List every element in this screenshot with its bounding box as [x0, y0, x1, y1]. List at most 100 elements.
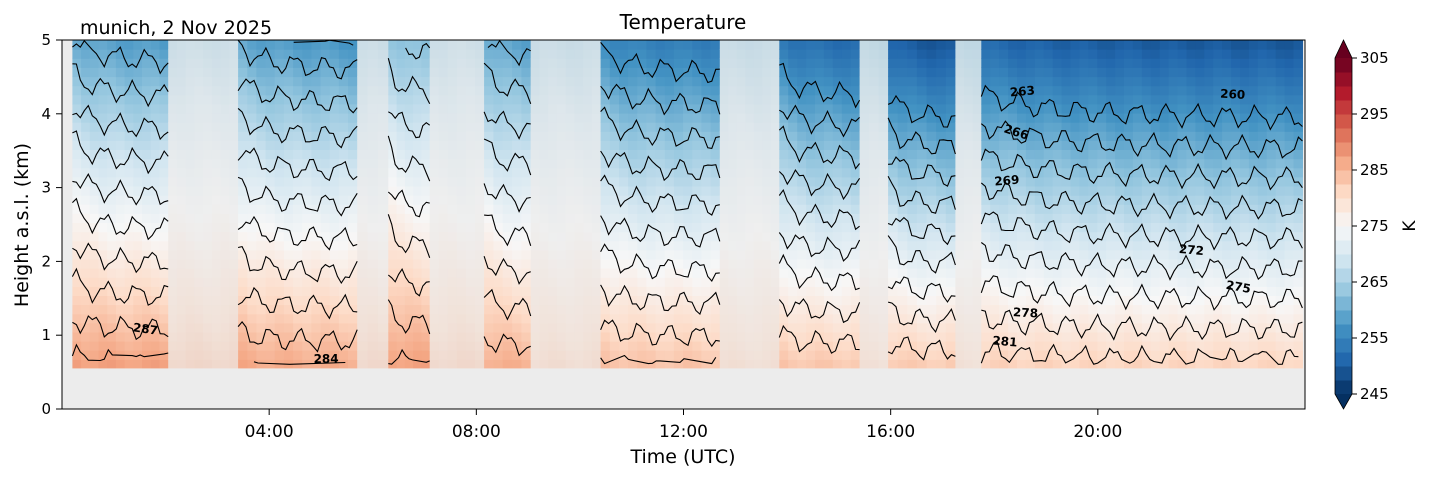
- x-tick-label: 12:00: [659, 422, 708, 442]
- y-tick-label: 4: [41, 105, 51, 123]
- x-axis-ticks: 04:00 08:00 12:00 16:00 20:00: [245, 409, 1122, 442]
- contour-line-275: [600, 243, 720, 282]
- colorbar-band: [1335, 212, 1352, 227]
- colorbar-tick-label: 275: [1360, 217, 1389, 235]
- contour-line-275: [72, 197, 169, 241]
- x-tick-label: 08:00: [452, 422, 501, 442]
- location-date-label: munich, 2 Nov 2025: [80, 17, 272, 39]
- contour-line-272: [778, 232, 861, 262]
- contour-line-260: [72, 40, 169, 75]
- colorbar-band: [1335, 380, 1352, 395]
- colorbar-band: [1335, 338, 1352, 353]
- contour-line-278: [981, 309, 1303, 342]
- contour-label-278: 278: [1013, 305, 1039, 320]
- contour-line-275: [778, 253, 860, 292]
- contour-line-266: [483, 110, 531, 140]
- contour-line-281: [778, 324, 860, 354]
- contour-line-284: [72, 315, 169, 341]
- colorbar-band: [1335, 366, 1352, 381]
- contour-line-269: [388, 111, 431, 139]
- contour-label-272: 272: [1178, 242, 1204, 258]
- temperature-field: [72, 40, 1303, 369]
- contour-line-263: [237, 78, 358, 114]
- contour-line-284: [387, 299, 431, 335]
- colorbar-band: [1335, 86, 1352, 101]
- contour-line-266: [887, 176, 956, 214]
- contour-line-269: [778, 188, 860, 231]
- contour-line-260: [980, 120, 1303, 161]
- colorbar-band: [1335, 114, 1352, 129]
- colorbar-tick-label: 255: [1360, 329, 1389, 347]
- x-axis-label: Time (UTC): [629, 446, 735, 468]
- field-segment: [429, 40, 485, 369]
- colorbar-band: [1335, 226, 1352, 241]
- contour-line-260: [487, 40, 531, 67]
- contour-line-275: [887, 276, 956, 303]
- contour-line-263: [72, 63, 169, 108]
- contour-line-263: [778, 125, 861, 170]
- colorbar-band: [1335, 128, 1352, 143]
- contour-lines: [71, 40, 1303, 365]
- contour-line-284: [600, 354, 717, 365]
- colorbar-band: [1335, 100, 1352, 115]
- contour-line-278: [600, 284, 721, 316]
- contour-label-287: 287: [132, 320, 159, 337]
- field-segment: [719, 40, 780, 369]
- field-segment: [888, 40, 956, 369]
- contour-line-269: [887, 216, 956, 246]
- contour-line-260: [887, 117, 956, 155]
- contour-line-278: [237, 245, 358, 285]
- x-tick-label: 20:00: [1073, 422, 1122, 442]
- contour-label-281: 281: [992, 333, 1018, 349]
- colorbar-tick-label: 245: [1360, 385, 1389, 403]
- chart-title: Temperature: [619, 10, 747, 34]
- field-segment: [168, 40, 239, 369]
- field-segment: [779, 40, 861, 369]
- y-tick-label: 1: [41, 326, 51, 344]
- colorbar-tick-label: 265: [1360, 273, 1389, 291]
- colorbar-extend-min: [1335, 394, 1352, 409]
- colorbar-extend-max: [1335, 40, 1352, 58]
- colorbar-band: [1335, 198, 1352, 213]
- contour-line-275: [484, 214, 532, 247]
- field-segment: [388, 40, 431, 369]
- contour-line-260: [237, 40, 358, 80]
- contour-line-275: [980, 275, 1303, 311]
- y-tick-label: 5: [41, 31, 51, 49]
- contour-line-272: [237, 176, 358, 217]
- contour-label-275: 275: [1225, 278, 1252, 296]
- field-segment: [600, 40, 721, 369]
- colorbar-band: [1335, 296, 1352, 311]
- contour-line-263: [405, 42, 431, 60]
- contour-line-278: [778, 298, 861, 324]
- contour-line-281: [600, 319, 720, 348]
- contour-line-263: [888, 156, 956, 187]
- y-tick-label: 2: [41, 252, 51, 270]
- contour-line-269: [237, 147, 358, 182]
- ground-mask: [62, 368, 1305, 409]
- contour-line-269: [72, 130, 169, 175]
- colorbar: 245 255 265 275 285 295 305 K: [1334, 39, 1420, 410]
- colorbar-band: [1335, 184, 1352, 199]
- contour-label-263: 263: [1009, 83, 1035, 99]
- contour-line-278: [72, 242, 169, 274]
- contour-line-281: [887, 336, 956, 361]
- contour-line-281: [483, 288, 532, 321]
- contour-label-284: 284: [314, 352, 339, 366]
- contour-line-272: [72, 173, 169, 206]
- contour-line-272: [483, 183, 531, 213]
- contour-line-266: [237, 107, 358, 149]
- contour-line-272: [887, 235, 956, 274]
- contour-line-257: [980, 84, 1303, 131]
- colorbar-label: K: [1400, 220, 1420, 232]
- x-tick-label: 04:00: [245, 422, 294, 442]
- colorbar-band: [1335, 142, 1352, 157]
- field-segment: [955, 40, 982, 369]
- contour-line-266: [778, 169, 861, 201]
- contour-line-281: [387, 268, 430, 297]
- contour-line-272: [600, 215, 721, 248]
- contour-line-287: [388, 348, 430, 365]
- contour-line-278: [483, 256, 531, 285]
- contour-line-263: [980, 148, 1303, 191]
